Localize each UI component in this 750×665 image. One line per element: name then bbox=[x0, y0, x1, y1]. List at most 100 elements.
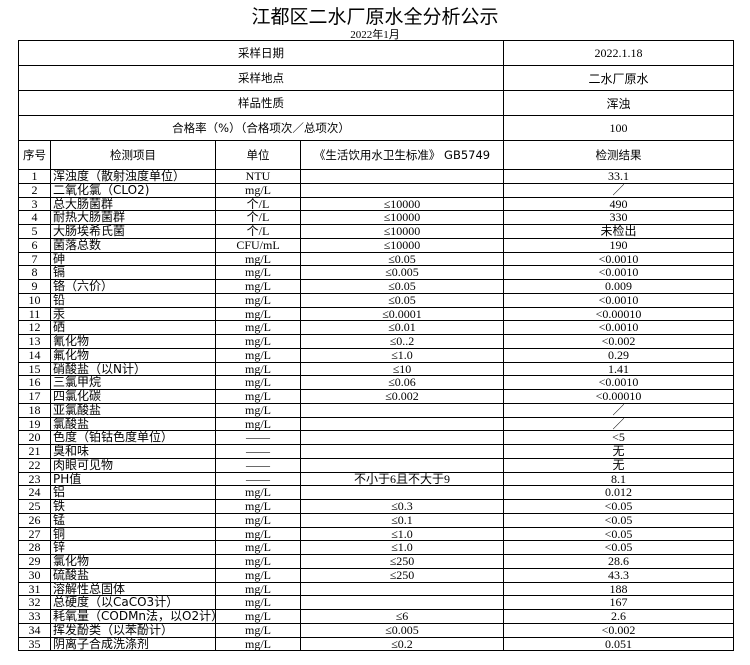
cell-standard: ≤1.0 bbox=[300, 526, 504, 542]
table-row: 2 二氧化氯（CLO2) mg/L ／ bbox=[18, 182, 734, 198]
cell-standard: ≤10 bbox=[300, 361, 504, 377]
cell-item: 锰 bbox=[50, 512, 216, 528]
cell-standard: ≤250 bbox=[300, 567, 504, 583]
analysis-table: 采样日期 2022.1.18 采样地点 二水厂原水 样品性质 浑浊 合格率（%）… bbox=[18, 40, 734, 652]
page-title: 江都区二水厂原水全分析公示 bbox=[251, 6, 499, 28]
cell-unit: mg/L bbox=[215, 485, 301, 500]
cell-item: 铅 bbox=[50, 292, 216, 308]
cell-item: 铜 bbox=[50, 526, 216, 542]
cell-unit: mg/L bbox=[215, 361, 301, 377]
cell-seq: 29 bbox=[18, 554, 51, 569]
table-row: 4 耐热大肠菌群 个/L ≤10000 330 bbox=[18, 210, 734, 225]
cell-item: 挥发酚类（以苯酚计） bbox=[50, 622, 216, 638]
cell-standard: ≤0.06 bbox=[300, 375, 504, 390]
cell-result: <0.0010 bbox=[503, 292, 734, 308]
cell-seq: 5 bbox=[18, 224, 51, 239]
cell-item: 镉 bbox=[50, 265, 216, 280]
cell-standard bbox=[300, 402, 504, 418]
cell-result: <0.05 bbox=[503, 512, 734, 528]
cell-result: <0.0010 bbox=[503, 265, 734, 280]
meta-row-pass-rate: 合格率（%）（合格项次／总项次） 100 bbox=[18, 115, 734, 141]
table-header-row: 序号 检测项目 单位 《生活饮用水卫生标准》 GB5749 检测结果 bbox=[18, 140, 734, 170]
cell-item: 氯化物 bbox=[50, 554, 216, 569]
cell-seq: 10 bbox=[18, 292, 51, 308]
cell-standard: ≤0.002 bbox=[300, 389, 504, 404]
cell-unit: mg/L bbox=[215, 512, 301, 528]
cell-result: 0.051 bbox=[503, 636, 734, 652]
cell-result: <0.002 bbox=[503, 334, 734, 349]
cell-unit: mg/L bbox=[215, 182, 301, 198]
cell-unit: mg/L bbox=[215, 334, 301, 349]
table-row: 8 镉 mg/L ≤0.005 <0.0010 bbox=[18, 265, 734, 280]
cell-standard bbox=[300, 581, 504, 597]
meta-value: 2022.1.18 bbox=[503, 40, 734, 66]
cell-item: 菌落总数 bbox=[50, 237, 216, 253]
cell-standard: ≤250 bbox=[300, 554, 504, 569]
cell-standard: ≤0.005 bbox=[300, 265, 504, 280]
table-row: 26 锰 mg/L ≤0.1 <0.05 bbox=[18, 512, 734, 528]
cell-seq: 17 bbox=[18, 389, 51, 404]
cell-standard: ≤10000 bbox=[300, 210, 504, 225]
cell-standard bbox=[300, 169, 504, 184]
cell-item: 铬（六价） bbox=[50, 279, 216, 294]
cell-result: 188 bbox=[503, 581, 734, 597]
cell-unit: —— bbox=[215, 471, 301, 487]
cell-unit: mg/L bbox=[215, 306, 301, 322]
cell-seq: 9 bbox=[18, 279, 51, 294]
cell-result: <0.0010 bbox=[503, 251, 734, 267]
meta-row-sample-date: 采样日期 2022.1.18 bbox=[18, 40, 734, 66]
cell-item: 总硬度（以CaCO3计） bbox=[50, 595, 216, 610]
header-item: 检测项目 bbox=[50, 140, 216, 170]
table-row: 27 铜 mg/L ≤1.0 <0.05 bbox=[18, 526, 734, 542]
cell-item: 色度（铂钴色度单位） bbox=[50, 430, 216, 445]
cell-result: <0.05 bbox=[503, 499, 734, 514]
table-row: 33 耗氧量（CODMn法，以O2计） mg/L ≤6 2.6 bbox=[18, 609, 734, 624]
cell-item: 锌 bbox=[50, 540, 216, 555]
cell-result: 无 bbox=[503, 457, 734, 473]
cell-unit: mg/L bbox=[215, 347, 301, 363]
cell-unit: CFU/mL bbox=[215, 237, 301, 253]
cell-seq: 3 bbox=[18, 196, 51, 212]
cell-standard: ≤0.1 bbox=[300, 512, 504, 528]
cell-item: 硝酸盐（以N计） bbox=[50, 361, 216, 377]
cell-item: 砷 bbox=[50, 251, 216, 267]
cell-item: 肉眼可见物 bbox=[50, 457, 216, 473]
cell-unit: 个/L bbox=[215, 196, 301, 212]
table-row: 20 色度（铂钴色度单位） —— <5 bbox=[18, 430, 734, 445]
table-row: 35 阴离子合成洗涤剂 mg/L ≤0.2 0.051 bbox=[18, 636, 734, 652]
table-row: 14 氟化物 mg/L ≤1.0 0.29 bbox=[18, 347, 734, 363]
table-row: 3 总大肠菌群 个/L ≤10000 490 bbox=[18, 196, 734, 212]
cell-standard: ≤0.3 bbox=[300, 499, 504, 514]
table-row: 7 砷 mg/L ≤0.05 <0.0010 bbox=[18, 251, 734, 267]
meta-label: 采样日期 bbox=[18, 40, 504, 66]
cell-item: 臭和味 bbox=[50, 444, 216, 459]
cell-seq: 27 bbox=[18, 526, 51, 542]
cell-standard: ≤1.0 bbox=[300, 347, 504, 363]
table-row: 34 挥发酚类（以苯酚计） mg/L ≤0.005 <0.002 bbox=[18, 622, 734, 638]
cell-standard bbox=[300, 182, 504, 198]
cell-result: ／ bbox=[503, 182, 734, 198]
table-row: 16 三氯甲烷 mg/L ≤0.06 <0.0010 bbox=[18, 375, 734, 390]
cell-seq: 11 bbox=[18, 306, 51, 322]
cell-unit: mg/L bbox=[215, 554, 301, 569]
cell-seq: 16 bbox=[18, 375, 51, 390]
cell-standard: ≤0.05 bbox=[300, 251, 504, 267]
cell-item: 溶解性总固体 bbox=[50, 581, 216, 597]
cell-item: 耗氧量（CODMn法，以O2计） bbox=[50, 609, 216, 624]
cell-standard: ≤0.01 bbox=[300, 320, 504, 335]
cell-unit: —— bbox=[215, 444, 301, 459]
cell-unit: mg/L bbox=[215, 402, 301, 418]
cell-result: <0.0010 bbox=[503, 375, 734, 390]
cell-result: <0.0010 bbox=[503, 320, 734, 335]
cell-seq: 14 bbox=[18, 347, 51, 363]
cell-item: 硒 bbox=[50, 320, 216, 335]
cell-result: 330 bbox=[503, 210, 734, 225]
cell-seq: 24 bbox=[18, 485, 51, 500]
table-row: 21 臭和味 —— 无 bbox=[18, 444, 734, 459]
table-row: 29 氯化物 mg/L ≤250 28.6 bbox=[18, 554, 734, 569]
cell-unit: mg/L bbox=[215, 595, 301, 610]
cell-seq: 33 bbox=[18, 609, 51, 624]
table-row: 18 亚氯酸盐 mg/L ／ bbox=[18, 402, 734, 418]
cell-result: <0.05 bbox=[503, 526, 734, 542]
table-row: 10 铅 mg/L ≤0.05 <0.0010 bbox=[18, 292, 734, 308]
